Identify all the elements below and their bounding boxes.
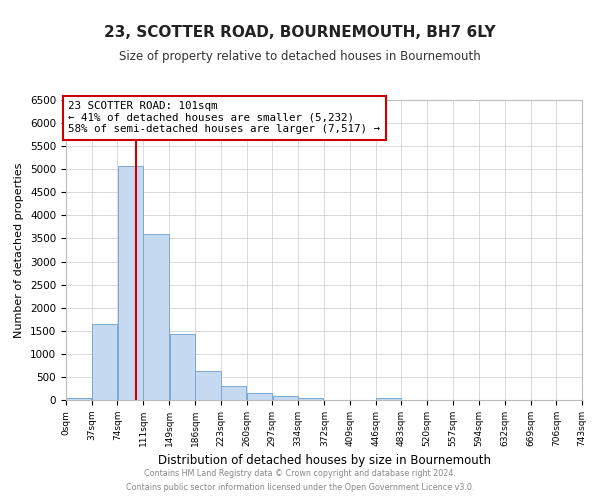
Text: 23 SCOTTER ROAD: 101sqm
← 41% of detached houses are smaller (5,232)
58% of semi: 23 SCOTTER ROAD: 101sqm ← 41% of detache… xyxy=(68,101,380,134)
Bar xyxy=(247,394,272,400)
X-axis label: Distribution of detached houses by size in Bournemouth: Distribution of detached houses by size … xyxy=(157,454,491,468)
Bar xyxy=(92,324,117,400)
Bar xyxy=(196,372,221,400)
Text: 23, SCOTTER ROAD, BOURNEMOUTH, BH7 6LY: 23, SCOTTER ROAD, BOURNEMOUTH, BH7 6LY xyxy=(104,25,496,40)
Text: Contains public sector information licensed under the Open Government Licence v3: Contains public sector information licen… xyxy=(126,484,474,492)
Bar xyxy=(143,234,169,400)
Bar xyxy=(66,398,91,400)
Bar xyxy=(272,396,298,400)
Bar xyxy=(221,386,246,400)
Y-axis label: Number of detached properties: Number of detached properties xyxy=(14,162,25,338)
Bar xyxy=(170,334,195,400)
Bar xyxy=(298,398,323,400)
Text: Size of property relative to detached houses in Bournemouth: Size of property relative to detached ho… xyxy=(119,50,481,63)
Bar xyxy=(118,166,143,400)
Bar xyxy=(376,398,401,400)
Text: Contains HM Land Registry data © Crown copyright and database right 2024.: Contains HM Land Registry data © Crown c… xyxy=(144,468,456,477)
